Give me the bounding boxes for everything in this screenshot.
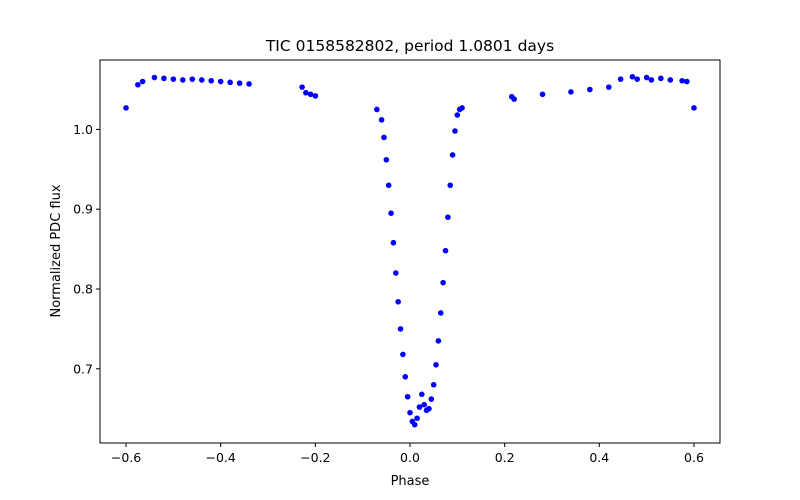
data-point xyxy=(307,91,314,98)
data-point xyxy=(442,247,449,254)
data-point xyxy=(539,91,546,98)
x-tick-label: 0.2 xyxy=(495,450,515,465)
data-point xyxy=(459,105,465,111)
data-point xyxy=(402,373,409,380)
data-point xyxy=(303,89,309,96)
data-point xyxy=(404,393,411,400)
x-axis-ticks: −0.6 −0.4 −0.2 0.0 0.2 0.4 0.6 xyxy=(111,443,704,465)
data-point xyxy=(648,77,655,83)
data-point xyxy=(435,338,442,344)
data-point xyxy=(139,78,146,85)
chart-title: TIC 0158582802, period 1.0801 days xyxy=(265,37,554,55)
data-point xyxy=(667,77,674,83)
data-point xyxy=(135,81,141,88)
x-tick-label: −0.4 xyxy=(206,450,236,465)
data-point xyxy=(447,182,454,189)
data-point xyxy=(643,74,650,81)
data-point xyxy=(378,117,385,123)
data-point xyxy=(393,270,399,276)
data-point xyxy=(568,89,574,95)
data-point xyxy=(189,76,196,82)
data-point xyxy=(691,105,697,111)
data-point xyxy=(658,75,664,82)
data-point xyxy=(407,409,413,416)
data-point xyxy=(151,74,158,81)
data-point xyxy=(445,214,451,220)
data-point xyxy=(180,77,186,83)
series-1 xyxy=(135,73,690,102)
data-point xyxy=(246,81,252,87)
data-point xyxy=(634,76,640,82)
x-tick-label: 0.6 xyxy=(684,450,704,465)
data-point xyxy=(511,96,517,102)
data-point xyxy=(390,239,397,246)
y-axis-label: Normalized PDC flux xyxy=(49,184,64,317)
data-point xyxy=(397,326,404,332)
data-point xyxy=(454,112,461,118)
data-point xyxy=(449,152,456,158)
data-point xyxy=(161,75,167,82)
x-axis-label: Phase xyxy=(391,474,430,489)
y-axis-ticks: 0.7 0.8 0.9 1.0 xyxy=(73,122,100,376)
data-point xyxy=(236,80,243,86)
data-point xyxy=(385,182,392,189)
data-point xyxy=(388,210,394,216)
data-point xyxy=(381,134,387,141)
data-point xyxy=(433,362,439,368)
data-points xyxy=(123,73,697,428)
data-point xyxy=(123,105,129,111)
data-point xyxy=(383,156,390,163)
data-point xyxy=(605,84,612,90)
data-point xyxy=(312,93,319,99)
data-point xyxy=(679,77,685,84)
data-point xyxy=(299,84,305,90)
plot-frame xyxy=(99,59,721,444)
data-point xyxy=(198,77,205,83)
data-point xyxy=(374,106,380,113)
data-point xyxy=(684,78,690,85)
data-point xyxy=(440,279,446,286)
data-point xyxy=(419,391,425,398)
x-tick-label: 0.0 xyxy=(400,450,420,465)
data-point xyxy=(227,79,233,86)
data-point xyxy=(395,298,401,305)
y-tick-label: 0.8 xyxy=(73,282,93,297)
data-point xyxy=(217,78,224,85)
x-tick-label: −0.2 xyxy=(300,450,330,465)
data-point xyxy=(452,128,458,134)
data-point xyxy=(428,396,435,402)
data-point xyxy=(430,381,437,388)
series-0 xyxy=(123,105,697,428)
data-point xyxy=(617,76,624,82)
y-tick-label: 0.9 xyxy=(73,202,93,217)
data-point xyxy=(208,77,215,84)
y-tick-label: 0.7 xyxy=(73,361,93,376)
data-point xyxy=(411,421,418,428)
data-point xyxy=(170,76,177,82)
data-point xyxy=(414,415,420,422)
data-point xyxy=(421,401,428,408)
data-point xyxy=(416,404,423,410)
x-tick-label: 0.4 xyxy=(589,450,609,465)
data-point xyxy=(426,405,432,412)
y-tick-label: 1.0 xyxy=(73,122,93,137)
data-point xyxy=(629,73,636,80)
x-tick-label: −0.6 xyxy=(111,450,141,465)
data-point xyxy=(400,351,406,358)
data-point xyxy=(437,310,444,316)
data-point xyxy=(587,86,593,93)
